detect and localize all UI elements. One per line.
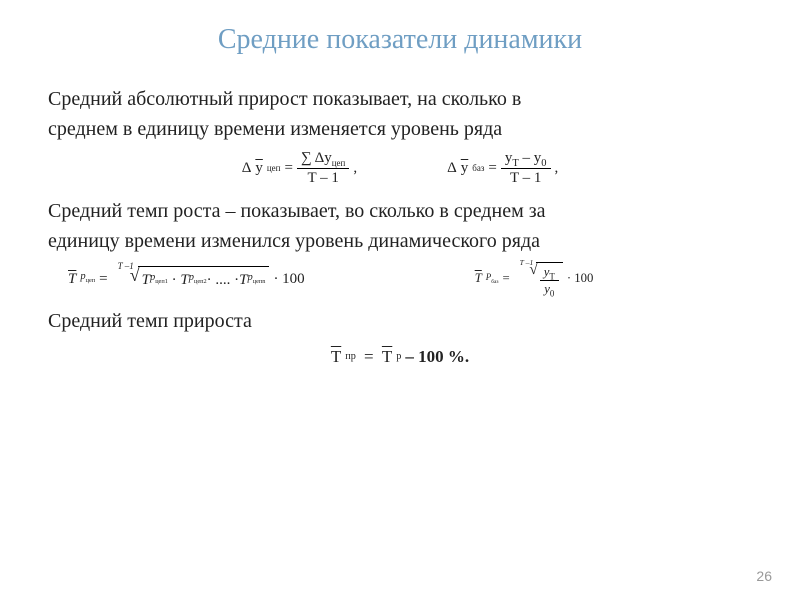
dots: · .... · bbox=[207, 269, 240, 292]
times100: · 100 bbox=[273, 268, 304, 291]
delta-symbol: Δ bbox=[242, 157, 252, 180]
Tbar1: T bbox=[68, 268, 76, 291]
slide-title: Средние показатели динамики bbox=[0, 0, 800, 76]
Tbar2: T bbox=[475, 269, 482, 288]
times100b: · 100 bbox=[567, 269, 594, 288]
Tpn: T bbox=[239, 269, 247, 292]
sub-p-chain: pцеп bbox=[80, 277, 95, 281]
yt-num: yT bbox=[540, 265, 559, 281]
root-index2: T –1 bbox=[520, 257, 534, 291]
fraction-2: yT – y0 T – 1 bbox=[501, 150, 551, 186]
paragraph-2: Средний темп роста – показывает, во скол… bbox=[48, 196, 752, 256]
s0: 0 bbox=[550, 289, 554, 299]
y-bar2: y bbox=[461, 157, 469, 180]
y-bar: y bbox=[255, 157, 263, 180]
sub-chain3: цеп bbox=[86, 277, 96, 284]
page-number: 26 bbox=[756, 568, 772, 584]
fraction-2-num: yT – y0 bbox=[501, 150, 551, 169]
sigma-dy: ∑ Δy bbox=[301, 150, 332, 166]
sub-p1: pцеп1 bbox=[150, 278, 168, 282]
root-base: T –1 √ yT y0 bbox=[516, 262, 563, 296]
para2-line1: Средний темп роста – показывает, во скол… bbox=[48, 200, 546, 222]
s1: цеп1 bbox=[155, 279, 168, 286]
Tp1: T bbox=[142, 269, 150, 292]
sub0: 0 bbox=[541, 158, 546, 169]
radicand-chain: Tpцеп1 · Tpцеп2 · .... · Tpцепn bbox=[138, 266, 270, 292]
radicand-base: yT y0 bbox=[536, 262, 563, 296]
fraction-2-den: T – 1 bbox=[501, 169, 551, 187]
formula-row-2: Tpцеп = T –1 √ Tpцеп1 · Tpцеп2 · .... · … bbox=[48, 262, 752, 296]
idx: T –1 bbox=[118, 261, 134, 271]
formula-chain-increment: Δy цеп = ∑ Δyцеп T – 1 , bbox=[242, 150, 357, 186]
fraction-1-num: ∑ Δyцеп bbox=[297, 150, 349, 169]
sT: T bbox=[549, 272, 554, 282]
comma2: , bbox=[555, 157, 559, 180]
formula-row-3: Tпр = Tp – 100 %. bbox=[48, 344, 752, 370]
fraction-1: ∑ Δyцеп T – 1 bbox=[297, 150, 349, 186]
formula-base-increment: Δyбаз = yT – y0 T – 1 , bbox=[447, 150, 558, 186]
T-ital2: T bbox=[475, 271, 482, 285]
sub-chain2: цеп bbox=[332, 158, 346, 168]
fraction-1-den: T – 1 bbox=[297, 169, 349, 187]
idx2: T –1 bbox=[520, 258, 534, 267]
sn: цепn bbox=[253, 279, 266, 286]
T-ital: T bbox=[68, 271, 76, 287]
paragraph-3: Средний темп прироста bbox=[48, 306, 752, 336]
Tp2: T bbox=[180, 269, 188, 292]
sb: баз bbox=[491, 278, 498, 284]
root-index: T –1 bbox=[118, 260, 134, 286]
fraction-yt-y0: yT y0 bbox=[540, 265, 559, 296]
Tbar-p: T bbox=[382, 344, 392, 370]
sub-Pb: Pбаз bbox=[486, 277, 499, 282]
subT: T bbox=[512, 158, 518, 169]
formula-growth-base: T Pбаз = T –1 √ yT y0 · 100 bbox=[475, 262, 594, 296]
formula-row-1: Δyцеп = ∑ Δyцеп T – 1 , Δyбаз = yT – y0 … bbox=[48, 150, 752, 186]
s2: цеп2 bbox=[194, 279, 207, 286]
formula-growth-chain: Tpцеп = T –1 √ Tpцеп1 · Tpцеп2 · .... · … bbox=[68, 266, 305, 292]
sub-p2: pцеп2 bbox=[189, 278, 207, 282]
para1-line1: Средний абсолютный прирост показывает, н… bbox=[48, 88, 521, 110]
slide: Средние показатели динамики Средний абсо… bbox=[0, 0, 800, 600]
paragraph-1: Средний абсолютный прирост показывает, н… bbox=[48, 84, 752, 144]
slide-body: Средний абсолютный прирост показывает, н… bbox=[0, 84, 800, 370]
comma1: , bbox=[353, 157, 357, 180]
eq3: = bbox=[99, 268, 107, 291]
minus100: – 100 %. bbox=[405, 344, 469, 370]
Tbar-pr: T bbox=[331, 344, 341, 370]
para1-line2: среднем в единицу времени изменяется уро… bbox=[48, 118, 502, 140]
formula-growth-incr: Tпр = Tp – 100 %. bbox=[331, 344, 469, 370]
root-chain: T –1 √ Tpцеп1 · Tpцеп2 · .... · Tpцепn bbox=[114, 266, 270, 292]
sub-pn: pцепn bbox=[248, 278, 266, 282]
para2-line2: единицу времени изменился уровень динами… bbox=[48, 230, 540, 252]
eq4: = bbox=[502, 269, 509, 288]
equals2: = bbox=[488, 157, 496, 180]
delta-symbol2: Δ bbox=[447, 157, 457, 180]
equals: = bbox=[284, 157, 292, 180]
y0-den: y0 bbox=[540, 281, 559, 296]
